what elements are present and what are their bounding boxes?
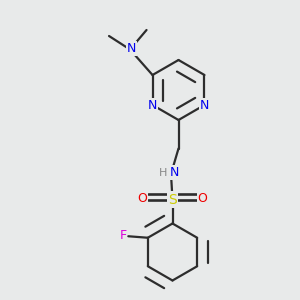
Text: N: N [200, 98, 209, 112]
Text: S: S [168, 193, 177, 206]
Text: N: N [127, 41, 136, 55]
Text: O: O [198, 191, 207, 205]
Text: N: N [148, 98, 157, 112]
Text: H: H [159, 167, 168, 178]
Text: F: F [119, 229, 127, 242]
Text: N: N [169, 166, 179, 179]
Text: O: O [138, 191, 147, 205]
